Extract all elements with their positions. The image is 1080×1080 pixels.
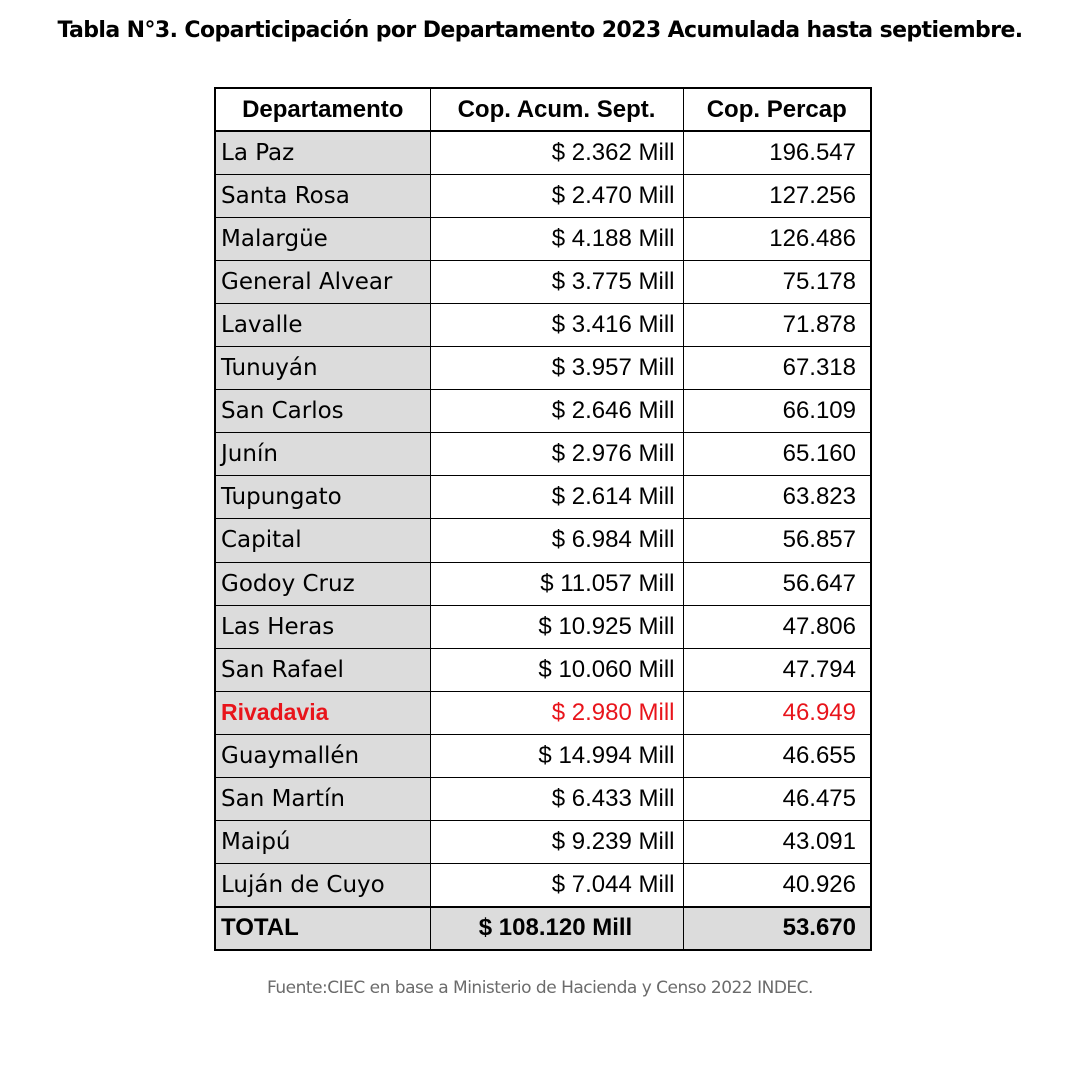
header-cop-percap: Cop. Percap	[682, 86, 872, 133]
department-cell: Rivadavia	[214, 691, 431, 735]
table-row: Rivadavia $ 2.980 Mill 46.949	[214, 691, 872, 735]
cop-acum-cell: $ 4.188 Mill	[429, 217, 684, 261]
cop-acum-cell: $ 2.976 Mill	[429, 432, 684, 477]
table-row: Malargüe $ 4.188 Mill 126.486	[214, 217, 872, 261]
total-acum: $ 108.120 Mill	[429, 905, 684, 951]
cop-acum-cell: $ 6.984 Mill	[429, 518, 684, 563]
table-header-row: Departamento Cop. Acum. Sept. Cop. Perca…	[214, 86, 872, 133]
cop-percap-cell: 47.806	[682, 605, 872, 649]
table-row: Las Heras $ 10.925 Mill 47.806	[214, 605, 872, 649]
table-row: San Rafael $ 10.060 Mill 47.794	[214, 648, 872, 692]
department-cell: Junín	[214, 432, 431, 477]
cop-acum-cell: $ 3.416 Mill	[429, 303, 684, 348]
table-row: Godoy Cruz $ 11.057 Mill 56.647	[214, 562, 872, 606]
department-cell: Godoy Cruz	[214, 562, 431, 606]
header-departamento: Departamento	[214, 86, 431, 133]
department-cell: San Martín	[214, 777, 431, 822]
table-row: General Alvear $ 3.775 Mill 75.178	[214, 260, 872, 304]
cop-acum-cell: $ 10.060 Mill	[429, 648, 684, 692]
cop-percap-cell: 56.857	[682, 518, 872, 563]
department-cell: Capital	[214, 518, 431, 563]
total-row: TOTAL $ 108.120 Mill 53.670	[214, 905, 872, 951]
cop-acum-cell: $ 2.980 Mill	[429, 691, 684, 735]
cop-acum-cell: $ 6.433 Mill	[429, 777, 684, 822]
coparticipation-table: Departamento Cop. Acum. Sept. Cop. Perca…	[214, 86, 872, 951]
cop-acum-cell: $ 3.957 Mill	[429, 346, 684, 391]
department-cell: Santa Rosa	[214, 174, 431, 218]
department-cell: Tupungato	[214, 475, 431, 520]
cop-acum-cell: $ 9.239 Mill	[429, 820, 684, 865]
cop-percap-cell: 127.256	[682, 174, 872, 218]
cop-acum-cell: $ 7.044 Mill	[429, 863, 684, 908]
header-cop-acum: Cop. Acum. Sept.	[429, 86, 684, 133]
cop-percap-cell: 43.091	[682, 820, 872, 865]
table-row: Luján de Cuyo $ 7.044 Mill 40.926	[214, 863, 872, 908]
table-row: Tupungato $ 2.614 Mill 63.823	[214, 475, 872, 520]
cop-percap-cell: 46.949	[682, 691, 872, 735]
cop-percap-cell: 71.878	[682, 303, 872, 348]
cop-acum-cell: $ 2.614 Mill	[429, 475, 684, 520]
department-cell: Las Heras	[214, 605, 431, 649]
cop-acum-cell: $ 10.925 Mill	[429, 605, 684, 649]
table-row: Maipú $ 9.239 Mill 43.091	[214, 820, 872, 865]
cop-percap-cell: 65.160	[682, 432, 872, 477]
cop-percap-cell: 47.794	[682, 648, 872, 692]
source-note: Fuente:CIEC en base a Ministerio de Haci…	[267, 978, 813, 998]
cop-percap-cell: 40.926	[682, 863, 872, 908]
department-cell: San Rafael	[214, 648, 431, 692]
department-cell: San Carlos	[214, 389, 431, 434]
department-cell: Tunuyán	[214, 346, 431, 391]
table-row: Lavalle $ 3.416 Mill 71.878	[214, 303, 872, 348]
department-cell: La Paz	[214, 131, 431, 175]
total-label: TOTAL	[214, 905, 431, 951]
department-cell: General Alvear	[214, 260, 431, 304]
table-row: Guaymallén $ 14.994 Mill 46.655	[214, 734, 872, 779]
cop-percap-cell: 63.823	[682, 475, 872, 520]
cop-percap-cell: 46.655	[682, 734, 872, 779]
department-cell: Malargüe	[214, 217, 431, 261]
department-cell: Luján de Cuyo	[214, 863, 431, 908]
department-cell: Lavalle	[214, 303, 431, 348]
cop-percap-cell: 56.647	[682, 562, 872, 606]
cop-percap-cell: 126.486	[682, 217, 872, 261]
table-row: San Martín $ 6.433 Mill 46.475	[214, 777, 872, 822]
cop-percap-cell: 67.318	[682, 346, 872, 391]
table-row: San Carlos $ 2.646 Mill 66.109	[214, 389, 872, 434]
cop-acum-cell: $ 2.470 Mill	[429, 174, 684, 218]
cop-acum-cell: $ 11.057 Mill	[429, 562, 684, 606]
total-percap: 53.670	[682, 905, 872, 951]
department-cell: Maipú	[214, 820, 431, 865]
table-row: Tunuyán $ 3.957 Mill 67.318	[214, 346, 872, 391]
cop-acum-cell: $ 14.994 Mill	[429, 734, 684, 779]
cop-acum-cell: $ 3.775 Mill	[429, 260, 684, 304]
table-row: Capital $ 6.984 Mill 56.857	[214, 518, 872, 563]
cop-acum-cell: $ 2.646 Mill	[429, 389, 684, 434]
department-cell: Guaymallén	[214, 734, 431, 779]
table-title: Tabla N°3. Coparticipación por Departame…	[57, 18, 1023, 43]
table-row: La Paz $ 2.362 Mill 196.547	[214, 131, 872, 175]
cop-percap-cell: 196.547	[682, 131, 872, 175]
cop-percap-cell: 75.178	[682, 260, 872, 304]
cop-percap-cell: 66.109	[682, 389, 872, 434]
table-row: Junín $ 2.976 Mill 65.160	[214, 432, 872, 477]
cop-acum-cell: $ 2.362 Mill	[429, 131, 684, 175]
cop-percap-cell: 46.475	[682, 777, 872, 822]
table-row: Santa Rosa $ 2.470 Mill 127.256	[214, 174, 872, 218]
